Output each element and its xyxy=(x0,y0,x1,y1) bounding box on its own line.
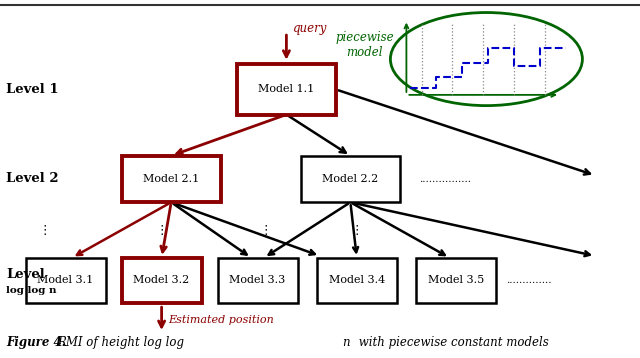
Bar xyxy=(122,258,202,303)
Text: log log n: log log n xyxy=(6,286,57,295)
Text: query: query xyxy=(293,22,327,35)
Text: Level 2: Level 2 xyxy=(6,173,59,185)
Text: ⋮: ⋮ xyxy=(351,224,363,237)
Text: ..............: .............. xyxy=(506,276,551,285)
Text: Model 3.4: Model 3.4 xyxy=(329,275,385,285)
Text: Model 3.2: Model 3.2 xyxy=(134,275,189,285)
Text: Model 1.1: Model 1.1 xyxy=(259,84,314,95)
Text: ⋮: ⋮ xyxy=(259,224,272,237)
Text: Model 2.1: Model 2.1 xyxy=(143,174,199,184)
Text: Model 3.5: Model 3.5 xyxy=(428,275,484,285)
Text: ⋮: ⋮ xyxy=(156,224,168,237)
Bar xyxy=(301,156,400,202)
Text: Model 3.3: Model 3.3 xyxy=(230,275,285,285)
Text: Level: Level xyxy=(6,268,45,281)
Text: n: n xyxy=(342,336,350,349)
Text: Level 1: Level 1 xyxy=(6,83,59,96)
Text: Estimated position: Estimated position xyxy=(168,315,274,325)
Bar xyxy=(416,258,496,303)
Bar xyxy=(237,64,336,115)
Text: piecewise
model: piecewise model xyxy=(335,31,394,59)
Text: Figure 4.: Figure 4. xyxy=(6,336,66,349)
Text: Model 3.1: Model 3.1 xyxy=(38,275,93,285)
Bar xyxy=(26,258,106,303)
Text: ................: ................ xyxy=(419,174,471,184)
Text: with piecewise constant models: with piecewise constant models xyxy=(355,336,549,349)
Bar xyxy=(122,156,221,202)
Bar xyxy=(218,258,298,303)
Bar xyxy=(317,258,397,303)
Text: ⋮: ⋮ xyxy=(38,224,51,237)
Text: Model 2.2: Model 2.2 xyxy=(323,174,378,184)
Ellipse shape xyxy=(390,13,582,106)
Text: RMI of height log log: RMI of height log log xyxy=(58,336,188,349)
